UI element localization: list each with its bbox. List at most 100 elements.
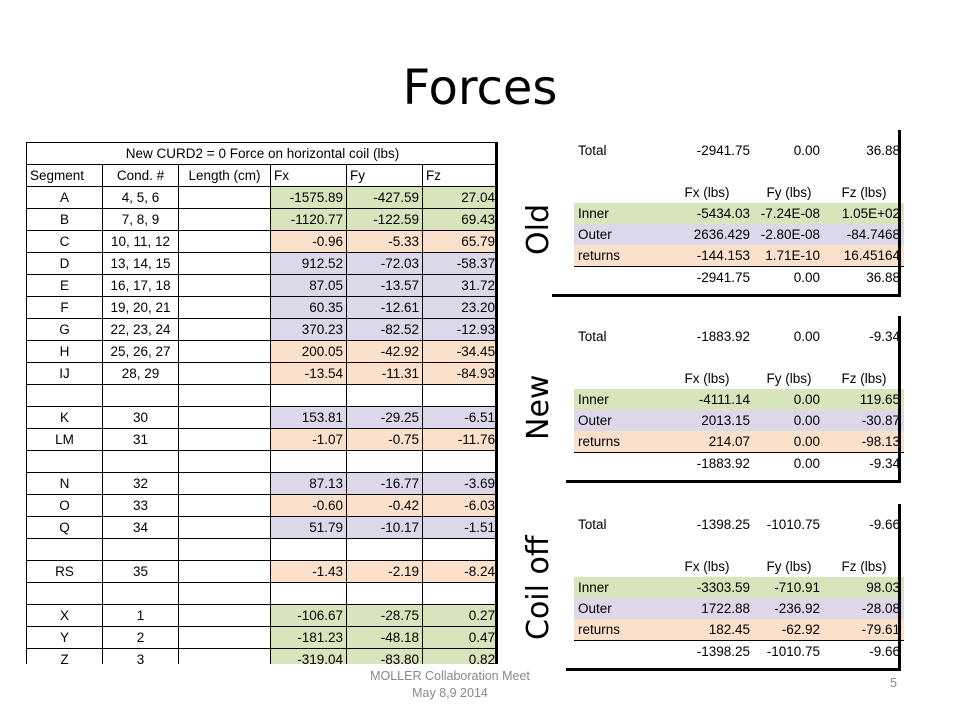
fx-cell: -1575.89 (270, 186, 347, 209)
panel-cell: 182.45 (660, 619, 754, 641)
length-cell (178, 428, 271, 451)
cond-cell: 7, 8, 9 (102, 208, 179, 231)
panel-cell (574, 368, 660, 389)
component-row: Outer 2013.15 0.00 -30.87 (574, 410, 904, 431)
horizontal-coil-force-table: New CURD2 = 0 Force on horizontal coil (… (26, 142, 498, 664)
header-segment: Segment (26, 164, 103, 187)
fy-cell: -72.03 (346, 252, 423, 275)
force-summary-panel: Total -1883.92 0.00 -9.34 Fx (lbs) Fy (lbs) Fz… (574, 326, 904, 474)
footer-meeting: MOLLER Collaboration Meet (370, 669, 530, 683)
total-row: Total -1398.25 -1010.75 -9.66 (574, 514, 904, 535)
panel-cell: -1398.25 (696, 517, 750, 532)
cond-cell: 33 (102, 494, 179, 517)
fz-cell (421, 582, 498, 605)
fy-cell (346, 538, 423, 561)
fy-cell: -0.42 (346, 494, 423, 517)
fz-cell: -8.24 (421, 560, 498, 583)
panel-border-right (898, 504, 901, 670)
table-row: E 16, 17, 18 87.05 -13.57 31.72 (26, 274, 498, 297)
panel-cell: -9.34 (869, 329, 900, 344)
length-cell (178, 472, 271, 495)
panel-cell: 0.00 (754, 410, 824, 431)
fz-cell: -6.51 (421, 406, 498, 429)
fx-cell: -106.67 (270, 604, 347, 627)
fx-cell: 912.52 (270, 252, 347, 275)
cond-cell (102, 538, 179, 561)
table-row: F 19, 20, 21 60.35 -12.61 23.20 (26, 296, 498, 319)
panel-cell: 214.07 (660, 431, 754, 453)
cond-cell (102, 582, 179, 605)
fz-cell: -12.93 (421, 318, 498, 341)
fz-cell: 23.20 (421, 296, 498, 319)
table-row: A 4, 5, 6 -1575.89 -427.59 27.04 (26, 186, 498, 209)
panel-cell: -9.34 (824, 452, 904, 474)
segment-cell: RS (26, 560, 103, 583)
total-row: Total -1883.92 0.00 -9.34 (574, 326, 904, 347)
fz-cell: 0.47 (421, 626, 498, 649)
panel-border-right (898, 130, 901, 296)
sum-row: -2941.75 0.00 36.88 (574, 266, 904, 288)
panel-cell: -5434.03 (660, 203, 754, 224)
fx-cell: 200.05 (270, 340, 347, 363)
fx-cell (270, 384, 347, 407)
length-cell (178, 582, 271, 605)
cond-cell: 34 (102, 516, 179, 539)
panel-cell: 98.03 (824, 577, 904, 598)
segment-cell: Z (26, 648, 103, 664)
length-cell (178, 274, 271, 297)
cond-cell (102, 450, 179, 473)
segment-cell: IJ (26, 362, 103, 385)
panel-border-right (898, 316, 901, 482)
sum-row: -1398.25 -1010.75 -9.66 (574, 640, 904, 662)
segment-cell: D (26, 252, 103, 275)
panel-cell: 0.00 (754, 452, 824, 474)
fz-cell: -58.37 (421, 252, 498, 275)
fx-cell: 87.13 (270, 472, 347, 495)
table-row: LM 31 -1.07 -0.75 -11.76 (26, 428, 498, 451)
panel-cell: Fx (lbs) (684, 371, 730, 386)
cond-cell: 2 (102, 626, 179, 649)
header-fy: Fy (346, 164, 423, 187)
length-cell (178, 604, 271, 627)
panel-cell: -1010.75 (766, 517, 820, 532)
length-cell (178, 626, 271, 649)
cond-cell (102, 384, 179, 407)
table-row: Z 3 -319.04 -83.80 0.82 (26, 648, 498, 664)
panel-cell: Fx (lbs) (684, 559, 730, 574)
segment-cell: E (26, 274, 103, 297)
panel-cell: returns (574, 245, 660, 267)
total-row: Total -2941.75 0.00 36.88 (574, 140, 904, 161)
segment-cell: O (26, 494, 103, 517)
length-cell (178, 340, 271, 363)
fz-cell: -34.45 (421, 340, 498, 363)
fy-cell: -48.18 (346, 626, 423, 649)
header-fx: Fx (270, 164, 347, 187)
fz-cell: 69.43 (421, 208, 498, 231)
footer-date: May 8,9 2014 (412, 686, 488, 700)
header-row: Fx (lbs) Fy (lbs) Fz (lbs) (574, 556, 904, 577)
panel-cell: 1.71E-10 (754, 245, 824, 267)
panel-cell: -710.91 (754, 577, 824, 598)
panel-cell: Total (578, 329, 607, 344)
cond-cell: 22, 23, 24 (102, 318, 179, 341)
segment-cell: B (26, 208, 103, 231)
length-cell (178, 186, 271, 209)
table-row: IJ 28, 29 -13.54 -11.31 -84.93 (26, 362, 498, 385)
panel-cell: -1883.92 (696, 329, 750, 344)
table-row: Q 34 51.79 -10.17 -1.51 (26, 516, 498, 539)
fx-cell: -319.04 (270, 648, 347, 664)
panel-cell: Outer (574, 598, 660, 619)
table-row (26, 450, 498, 473)
header-cond: Cond. # (102, 164, 179, 187)
fx-cell: 87.05 (270, 274, 347, 297)
panel-cell: -28.08 (824, 598, 904, 619)
fy-cell: -11.31 (346, 362, 423, 385)
fz-cell: 0.27 (421, 604, 498, 627)
fy-cell: -13.57 (346, 274, 423, 297)
fx-cell: -13.54 (270, 362, 347, 385)
panel-cell: 36.88 (866, 143, 900, 158)
panel-cell: returns (574, 431, 660, 453)
panel-cell: -84.7468 (824, 224, 904, 245)
fy-cell (346, 450, 423, 473)
fz-cell: 65.79 (421, 230, 498, 253)
